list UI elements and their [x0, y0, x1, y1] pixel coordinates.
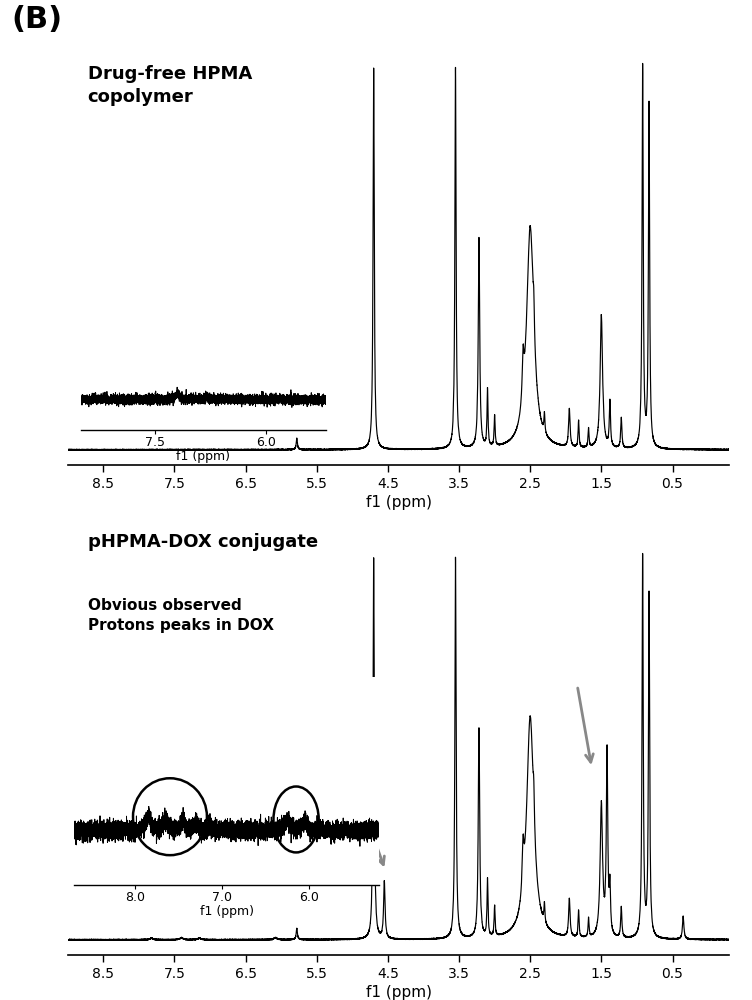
Text: Drug-free HPMA
copolymer: Drug-free HPMA copolymer — [87, 65, 252, 106]
X-axis label: f1 (ppm): f1 (ppm) — [365, 985, 432, 1000]
Text: pHPMA-DOX conjugate: pHPMA-DOX conjugate — [87, 533, 317, 551]
Text: (B): (B) — [11, 5, 62, 34]
Text: Obvious observed
Protons peaks in DOX: Obvious observed Protons peaks in DOX — [87, 598, 274, 633]
X-axis label: f1 (ppm): f1 (ppm) — [365, 495, 432, 510]
